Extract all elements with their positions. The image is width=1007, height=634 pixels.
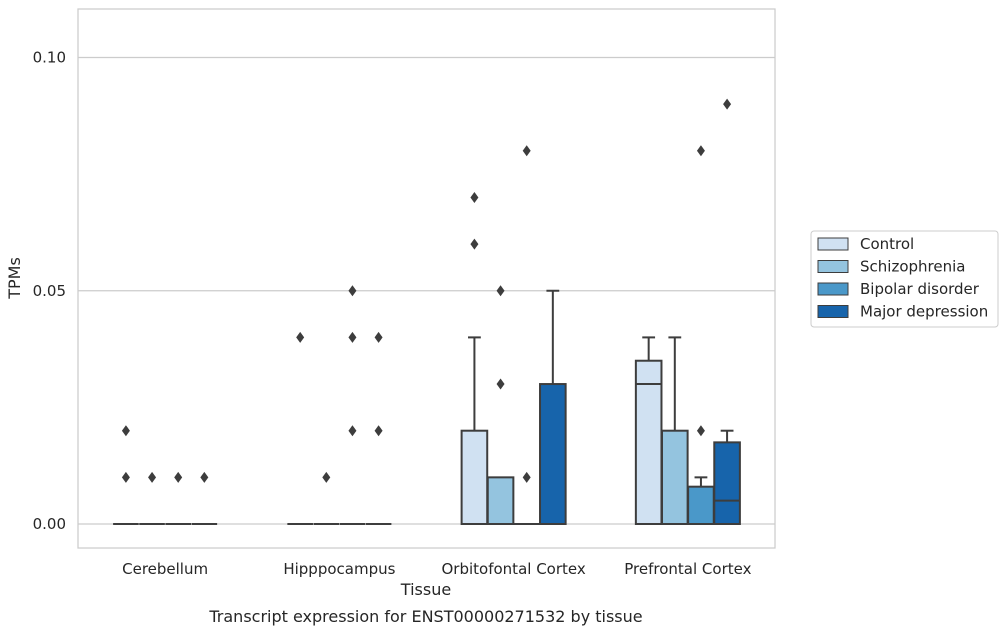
outlier-point	[374, 331, 383, 343]
outlier-point	[348, 285, 357, 297]
outlier-point	[200, 471, 209, 483]
legend-label: Major depression	[860, 303, 988, 321]
figure-caption: Transcript expression for ENST0000027153…	[208, 607, 642, 626]
box-plot-series	[113, 98, 741, 526]
outlier-point	[470, 191, 479, 203]
y-tick-label: 0.00	[33, 515, 66, 533]
x-tick-label: Prefrontal Cortex	[624, 560, 751, 578]
box	[634, 359, 663, 525]
outlier-point	[148, 471, 157, 483]
x-tick-label: Orbitofontal Cortex	[442, 560, 586, 578]
y-tick-label: 0.05	[33, 282, 66, 300]
outlier-point	[348, 425, 357, 437]
outlier-point	[496, 378, 505, 390]
box	[486, 476, 515, 526]
y-tick-labels: 0.000.050.100.150.20	[33, 49, 66, 534]
outlier-point	[374, 425, 383, 437]
legend-swatch	[817, 305, 849, 318]
box	[460, 429, 489, 526]
outlier-point	[121, 471, 130, 483]
x-tick-labels: Cerebellum Hipppocampus Orbitofontal Corte…	[122, 560, 751, 578]
outlier-point	[296, 331, 305, 343]
outlier-point	[522, 145, 531, 157]
box	[713, 441, 741, 525]
outlier-point	[470, 238, 479, 250]
plot-frame	[77, 8, 776, 549]
outlier-point	[723, 98, 732, 110]
outlier-point	[121, 425, 130, 437]
x-tick-label: Hipppocampus	[283, 560, 395, 578]
box	[539, 383, 567, 525]
legend-swatch	[817, 260, 849, 273]
outlier-point	[696, 425, 705, 437]
legend-label: Bipolar disorder	[860, 280, 980, 298]
box	[660, 429, 689, 526]
legend-label: Schizophrenia	[860, 258, 965, 276]
outlier-point	[522, 471, 531, 483]
outlier-point	[174, 471, 183, 483]
legend-frame	[810, 230, 999, 328]
legend: Control Schizophrenia Bipolar disorder Majo…	[810, 230, 999, 328]
legend-swatch	[817, 282, 849, 296]
box	[687, 485, 715, 525]
x-axis-label: Tissue	[400, 580, 451, 599]
outlier-point	[322, 471, 331, 483]
outlier-point	[496, 285, 505, 297]
x-tick-label: Cerebellum	[122, 560, 208, 578]
y-tick-label: 0.10	[33, 49, 66, 67]
legend-label: Control	[860, 235, 914, 253]
legend-swatch	[817, 237, 849, 251]
outlier-point	[696, 145, 705, 157]
y-axis-label: TPMs	[5, 257, 24, 300]
outlier-point	[348, 331, 357, 343]
